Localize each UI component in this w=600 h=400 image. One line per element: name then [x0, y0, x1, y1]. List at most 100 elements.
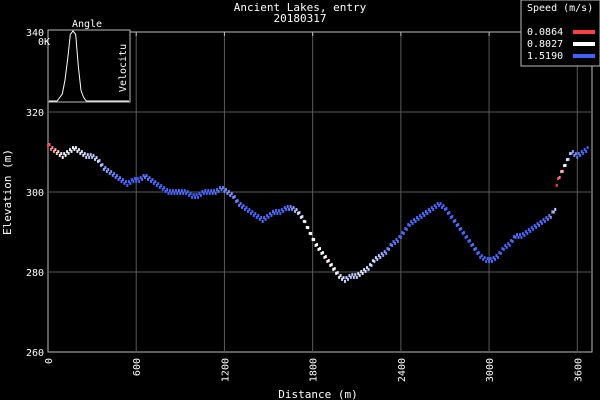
data-point [557, 177, 560, 181]
data-point [555, 183, 558, 187]
data-point [473, 247, 476, 251]
data-point [244, 207, 247, 211]
data-point [513, 235, 516, 239]
data-point [205, 191, 208, 195]
data-point [208, 191, 211, 195]
data-point [121, 178, 124, 182]
data-point [563, 164, 566, 168]
data-point [277, 209, 280, 213]
data-point [77, 148, 80, 152]
data-point [229, 193, 232, 197]
data-point [298, 211, 301, 215]
data-point [395, 238, 398, 242]
data-point [543, 219, 546, 223]
data-point [492, 256, 495, 260]
x-tick-label: 1200 [220, 358, 231, 382]
data-point [546, 217, 549, 221]
data-point [139, 176, 142, 180]
y-axis-ticks: 260 280 300 320 340 [26, 28, 44, 359]
data-point [107, 168, 110, 172]
y-tick-label: 320 [26, 108, 44, 119]
data-point [264, 217, 267, 221]
data-point [567, 157, 570, 161]
data-point [549, 215, 552, 219]
data-point [570, 151, 573, 155]
data-point [333, 267, 336, 271]
data-point [233, 195, 236, 199]
data-point [518, 233, 521, 237]
data-point [47, 143, 49, 147]
data-point [69, 148, 72, 152]
data-point [116, 174, 119, 178]
data-point [486, 257, 489, 261]
data-point [554, 207, 557, 211]
data-point [201, 190, 204, 194]
data-point [185, 191, 188, 195]
data-point [67, 151, 70, 155]
data-point [79, 151, 82, 155]
data-point [579, 153, 582, 157]
data-point [242, 204, 245, 208]
data-point [418, 214, 421, 218]
data-point [332, 267, 335, 271]
data-point [167, 191, 170, 195]
data-point [82, 153, 85, 157]
data-point [246, 209, 249, 213]
data-point [341, 277, 344, 281]
data-point [57, 150, 60, 154]
data-point [105, 169, 108, 173]
data-point [114, 175, 117, 179]
data-point [367, 267, 370, 271]
data-point [451, 215, 454, 219]
data-point [488, 259, 491, 263]
data-point [414, 219, 417, 223]
data-point [74, 146, 77, 150]
data-point [216, 188, 219, 192]
data-point [335, 271, 338, 275]
data-point [402, 231, 405, 235]
data-point [144, 175, 147, 179]
data-point [574, 152, 577, 156]
data-point [499, 251, 502, 255]
data-point [404, 227, 407, 231]
inset-title: Angle [72, 19, 102, 30]
data-point [551, 210, 554, 214]
data-point [573, 153, 576, 157]
data-point [371, 259, 374, 263]
data-point [73, 147, 76, 151]
data-point [241, 205, 244, 209]
data-point [255, 215, 258, 219]
data-point [385, 251, 388, 255]
data-point [532, 227, 535, 231]
data-point [132, 179, 135, 183]
data-point [254, 212, 257, 216]
data-point [71, 146, 74, 150]
data-point [560, 170, 563, 174]
data-point [373, 259, 376, 263]
data-point [251, 210, 254, 214]
legend-label-3: 1.5190 [527, 51, 563, 62]
data-point [527, 228, 530, 232]
data-point [245, 206, 248, 210]
data-point [386, 247, 389, 251]
data-point [230, 192, 233, 196]
data-point [548, 214, 551, 218]
x-tick-label: 600 [132, 358, 143, 376]
data-point [308, 231, 311, 235]
data-point [285, 207, 288, 211]
data-point [411, 221, 414, 225]
data-point [83, 152, 86, 156]
data-point [383, 250, 386, 254]
data-point [482, 257, 485, 261]
y-tick-label: 340 [26, 28, 44, 39]
data-point [501, 247, 504, 251]
data-point [498, 251, 501, 255]
data-point [151, 178, 154, 182]
data-point [248, 208, 251, 212]
data-point [119, 176, 122, 180]
data-point [311, 237, 314, 241]
data-point [349, 275, 352, 279]
data-point [330, 263, 333, 267]
data-point [445, 207, 448, 211]
data-point [163, 186, 166, 190]
